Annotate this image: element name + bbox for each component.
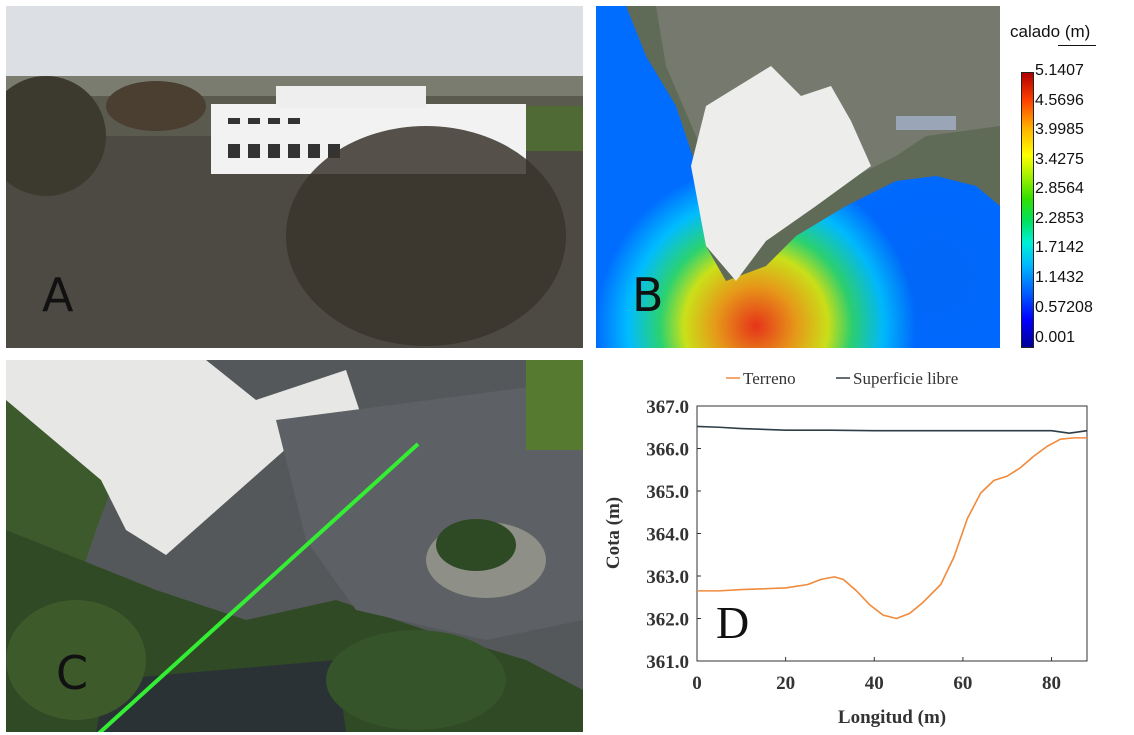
y-tick-label: 361.0 xyxy=(646,652,689,673)
series-lines xyxy=(696,425,1088,620)
x-tick-label: 20 xyxy=(776,673,795,694)
colorbar-title: calado (m) xyxy=(1010,22,1091,41)
colorbar-tick: 3.9985 xyxy=(1035,121,1084,138)
profile-section-line-layer xyxy=(97,442,420,732)
colorbar-tick: 5.1407 xyxy=(1035,62,1084,79)
x-tick-label: 60 xyxy=(953,673,972,694)
x-tick-label: 40 xyxy=(865,673,884,694)
colorbar-tick: 0.57208 xyxy=(1035,299,1093,316)
y-tick-label: 362.0 xyxy=(646,610,689,631)
x-tick-label: 80 xyxy=(1042,673,1061,694)
y-tick-label: 363.0 xyxy=(646,567,689,588)
flood-photo-illustration xyxy=(6,6,583,348)
aerial-photo-illustration xyxy=(6,360,583,732)
y-tick-label: 367.0 xyxy=(646,397,689,418)
colorbar xyxy=(1021,72,1034,348)
colorbar-tick: 1.1432 xyxy=(1035,269,1084,286)
colorbar-tick: 2.8564 xyxy=(1035,180,1084,197)
colorbar-title-underline xyxy=(1058,45,1096,46)
colorbar-tick: 4.5696 xyxy=(1035,92,1084,109)
x-axis: 0 20 40 60 80 xyxy=(692,657,1061,694)
x-axis-title: Longitud (m) xyxy=(838,707,946,728)
panel-d-label: D xyxy=(716,597,749,648)
y-tick-label: 366.0 xyxy=(646,440,689,461)
depth-map: B xyxy=(596,6,1000,348)
y-tick-label: 365.0 xyxy=(646,482,689,503)
colorbar-tick: 0.001 xyxy=(1035,329,1076,346)
profile-chart: Terreno Superficie libre 0 20 40 60 80 361.0… xyxy=(590,356,1134,735)
chart-legend: Terreno Superficie libre xyxy=(726,369,958,388)
legend-label-terreno: Terreno xyxy=(743,369,796,388)
panel-c-label: C xyxy=(56,646,89,700)
legend-label-superficie-libre: Superficie libre xyxy=(853,369,958,388)
series-line-superficie-libre xyxy=(696,425,1088,434)
y-axis: 361.0 362.0 363.0 364.0 365.0 366.0 367.0 xyxy=(646,397,701,673)
depth-map-illustration xyxy=(596,6,1000,348)
colorbar-tick: 1.7142 xyxy=(1035,239,1084,256)
profile-section-line xyxy=(97,442,420,732)
panel-a-label: A xyxy=(42,268,74,322)
colorbar-tick: 2.2853 xyxy=(1035,210,1084,227)
y-tick-label: 364.0 xyxy=(646,525,689,546)
aerial-photo: C xyxy=(6,360,583,732)
y-axis-title: Cota (m) xyxy=(603,497,624,569)
colorbar-tick: 3.4275 xyxy=(1035,151,1084,168)
panel-b-label: B xyxy=(632,268,664,322)
flood-photo: A xyxy=(6,6,583,348)
series-line-terreno xyxy=(697,437,1087,620)
x-tick-label: 0 xyxy=(692,673,702,694)
